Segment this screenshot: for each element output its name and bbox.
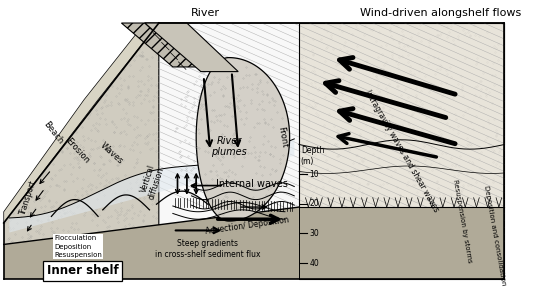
Text: 20: 20 — [309, 199, 319, 208]
Text: Internal waves: Internal waves — [216, 179, 288, 189]
Polygon shape — [4, 23, 159, 223]
Polygon shape — [4, 23, 299, 279]
Text: 40: 40 — [309, 259, 319, 268]
Text: Flocculation
Deposition
Resuspension: Flocculation Deposition Resuspension — [54, 235, 102, 258]
Text: Transport: Transport — [18, 179, 38, 216]
Text: River: River — [191, 8, 220, 18]
Text: Intragravity waves and shear waves: Intragravity waves and shear waves — [363, 88, 441, 214]
Text: Advection/ Deposition: Advection/ Deposition — [205, 216, 290, 236]
Text: Deposition and consolidation: Deposition and consolidation — [483, 185, 507, 286]
Polygon shape — [121, 23, 210, 67]
Text: River
plumes: River plumes — [211, 135, 247, 157]
Text: Resuspension by storms: Resuspension by storms — [452, 179, 473, 263]
Text: Beach: Beach — [42, 119, 66, 145]
Text: Inner shelf: Inner shelf — [47, 264, 118, 277]
Text: Wind-driven alongshelf flows: Wind-driven alongshelf flows — [360, 8, 521, 18]
Polygon shape — [9, 139, 294, 233]
Text: 30: 30 — [309, 229, 319, 238]
Polygon shape — [145, 23, 238, 72]
Text: Vertical
diffusion: Vertical diffusion — [138, 163, 167, 201]
Text: Erosion: Erosion — [63, 136, 91, 166]
Text: Steep gradients
in cross-shelf sediment flux: Steep gradients in cross-shelf sediment … — [155, 239, 260, 259]
Polygon shape — [196, 57, 289, 221]
Text: Front: Front — [276, 126, 288, 148]
Polygon shape — [299, 23, 505, 279]
Text: Waves: Waves — [98, 141, 124, 166]
Text: Depth
(m): Depth (m) — [301, 146, 324, 166]
Polygon shape — [159, 23, 505, 244]
Polygon shape — [299, 207, 505, 279]
Text: 10: 10 — [309, 170, 319, 178]
Polygon shape — [4, 207, 299, 279]
